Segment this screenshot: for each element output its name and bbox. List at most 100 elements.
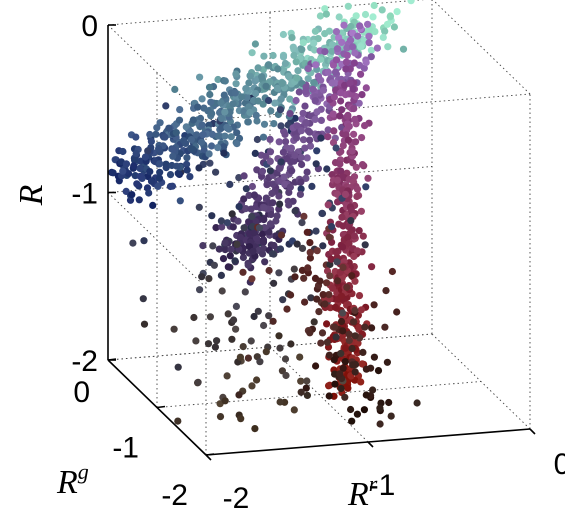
- scatter-point: [242, 85, 250, 93]
- scatter-point: [339, 243, 347, 251]
- scatter-point: [133, 180, 141, 188]
- scatter-point: [331, 303, 339, 311]
- scatter-point: [323, 165, 331, 173]
- scatter-point: [205, 83, 214, 91]
- x-tick-mark: [205, 454, 212, 461]
- scatter-point: [281, 355, 290, 363]
- scatter-point: [212, 224, 220, 232]
- y-tick-mark: [156, 405, 166, 409]
- scatter-point: [139, 295, 147, 303]
- scatter-point: [399, 45, 408, 53]
- scatter-point: [199, 131, 207, 139]
- scatter-point: [292, 58, 300, 66]
- scatter-point: [240, 224, 248, 232]
- scatter-point: [176, 197, 184, 205]
- scatter-point: [274, 65, 282, 73]
- scatter-point: [347, 217, 355, 225]
- scatter-point: [277, 95, 285, 103]
- scatter-point: [258, 167, 267, 175]
- scatter-point: [265, 312, 273, 320]
- scatter-point: [240, 172, 248, 180]
- scatter-point: [224, 310, 232, 318]
- scatter-point: [302, 87, 310, 95]
- scatter-point: [350, 232, 359, 240]
- scatter-point: [258, 73, 266, 81]
- scatter-point: [324, 68, 332, 76]
- scatter-point: [255, 224, 264, 232]
- scatter-point: [328, 41, 337, 49]
- scatter-point: [189, 145, 197, 153]
- scatter-point: [161, 133, 169, 141]
- scatter-point: [292, 134, 301, 142]
- scatter-point: [407, 0, 415, 5]
- scatter-point: [309, 85, 317, 93]
- scatter-point: [334, 277, 342, 285]
- scatter-point: [304, 75, 312, 83]
- scatter-point: [358, 134, 366, 142]
- scatter-point: [332, 144, 340, 152]
- scatter-point: [183, 160, 191, 168]
- scatter-point: [303, 154, 311, 162]
- scatter-point: [374, 367, 383, 375]
- scatter-point: [260, 321, 268, 330]
- scatter-point: [171, 85, 179, 93]
- scatter-point: [226, 108, 234, 116]
- scatter-point: [211, 343, 219, 351]
- scatter-point: [353, 185, 362, 193]
- scatter-point: [291, 207, 299, 215]
- scatter-point: [344, 112, 352, 120]
- scatter-point: [279, 296, 287, 304]
- scatter-point: [131, 156, 139, 164]
- scatter-point: [262, 348, 270, 356]
- scatter-point: [206, 313, 214, 321]
- scatter-point: [246, 108, 254, 117]
- scatter-point: [342, 344, 350, 352]
- scatter-point: [319, 242, 327, 250]
- scatter-point: [319, 86, 328, 94]
- scatter-point: [339, 309, 347, 317]
- scatter-point: [208, 130, 216, 138]
- scatter-point: [262, 152, 270, 160]
- scatter-point: [277, 122, 285, 130]
- x-tick-label: -1: [369, 469, 396, 502]
- scatter-point: [311, 27, 319, 35]
- scatter-point: [352, 138, 360, 146]
- scatter-point: [260, 52, 268, 60]
- scatter-point: [243, 93, 251, 101]
- scatter-point: [239, 343, 247, 351]
- scatter-point: [269, 199, 277, 207]
- scatter-point: [344, 233, 352, 241]
- scatter-point: [355, 99, 363, 107]
- scatter-point: [322, 10, 330, 18]
- scatter-point: [182, 123, 190, 131]
- grid-line: [107, 24, 207, 121]
- scatter-point: [329, 139, 338, 147]
- scatter-point: [325, 291, 333, 299]
- scatter-point: [206, 159, 214, 167]
- scatter-point: [206, 90, 214, 99]
- scatter-point: [357, 306, 365, 314]
- scatter-point: [271, 99, 279, 107]
- scatter-point: [327, 255, 335, 263]
- scatter-point: [302, 384, 310, 392]
- scatter-point: [356, 22, 364, 30]
- scatter-point: [343, 44, 351, 52]
- scatter-point: [376, 420, 384, 428]
- scatter-point: [300, 212, 308, 220]
- scatter-point: [260, 245, 268, 253]
- scatter-point: [331, 323, 339, 331]
- scatter-point: [351, 368, 359, 376]
- scatter-point: [303, 228, 311, 236]
- scatter-point: [355, 292, 364, 300]
- scatter-point: [279, 148, 287, 156]
- scatter-point: [152, 130, 160, 138]
- scatter-point: [153, 124, 161, 132]
- y-tick-label: -1: [112, 432, 139, 465]
- scatter-point: [294, 67, 302, 75]
- scatter-point: [283, 305, 291, 313]
- scatter-point: [378, 6, 386, 14]
- scatter-point: [175, 116, 184, 124]
- scatter-point: [277, 231, 286, 239]
- scatter-point: [155, 145, 163, 153]
- scatter-point: [317, 339, 325, 347]
